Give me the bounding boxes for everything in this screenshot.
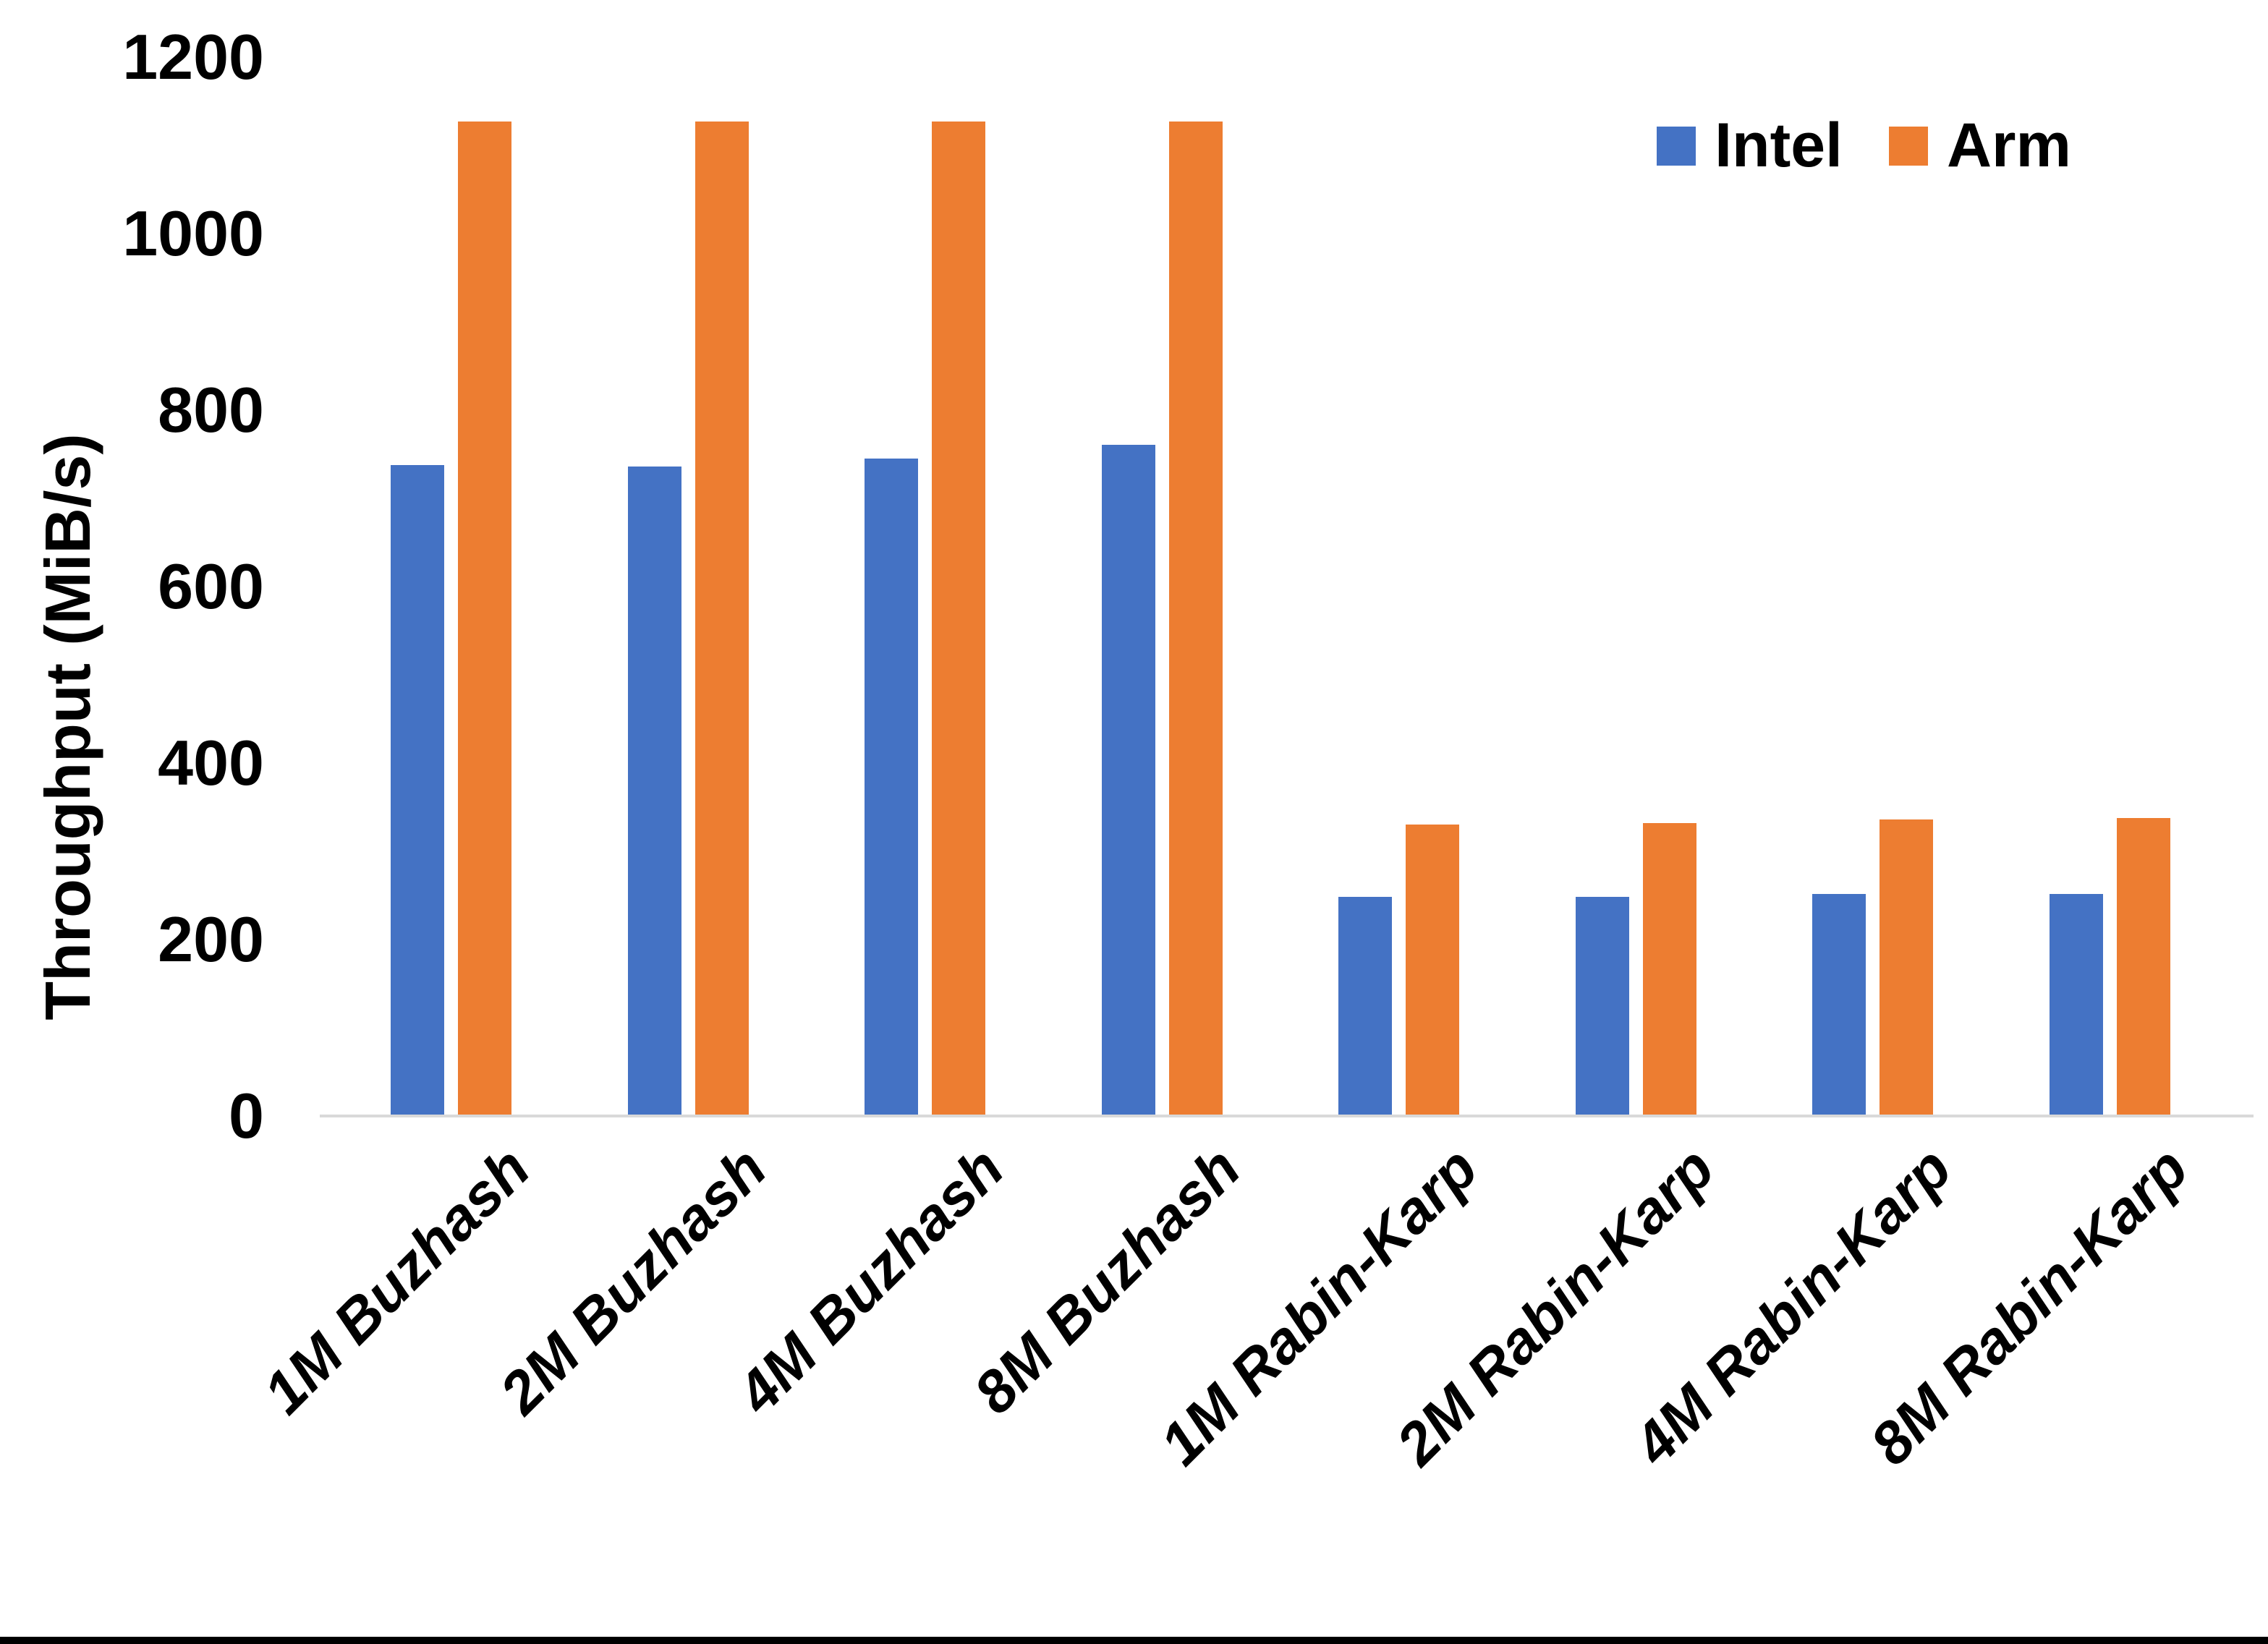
bar-pair xyxy=(1338,57,1460,1116)
bar-arm xyxy=(1642,822,1696,1116)
legend-item-intel: Intel xyxy=(1657,110,1843,182)
legend-swatch-arm xyxy=(1888,126,1928,166)
bar-pair xyxy=(2049,57,2170,1116)
y-axis-tick-labels: 0 200 400 600 800 1000 1200 xyxy=(0,25,264,1148)
bar-pair xyxy=(627,57,749,1116)
bar-intel xyxy=(1575,897,1629,1116)
bar-arm xyxy=(458,122,512,1116)
legend-swatch-intel xyxy=(1657,126,1696,166)
bar-pair xyxy=(1101,57,1223,1116)
category-cluster: 1M Rabin-Karp xyxy=(1147,57,1518,1478)
bar-pair xyxy=(391,57,512,1116)
bar-pair xyxy=(1812,57,1934,1116)
bar-arm xyxy=(1406,825,1460,1116)
bar-intel xyxy=(1338,897,1393,1116)
bars-container: 1M Buzhash 2M Buzhash 4M Buzhash 8M Buzhash… xyxy=(251,57,2229,1478)
bar-intel xyxy=(2049,893,2103,1116)
y-tick-label: 1000 xyxy=(122,197,264,269)
x-tick-label: 4M Buzhash xyxy=(724,1135,1016,1427)
x-tick-label: 4M Rabin-Karp xyxy=(1621,1135,1964,1478)
bar-pair xyxy=(865,57,986,1116)
y-tick-label: 400 xyxy=(158,727,264,798)
bar-intel xyxy=(1812,893,1866,1116)
bar-arm xyxy=(932,122,986,1116)
chart-legend: Intel Arm xyxy=(1657,110,2071,182)
x-tick-label: 8M Rabin-Karp xyxy=(1858,1135,2201,1478)
y-tick-label: 800 xyxy=(158,374,264,446)
legend-label-intel: Intel xyxy=(1715,111,1843,180)
category-cluster: 8M Buzhash xyxy=(961,57,1281,1426)
bar-arm xyxy=(2116,817,2170,1116)
bar-intel xyxy=(1101,444,1155,1116)
bar-intel xyxy=(865,459,919,1116)
category-cluster: 4M Buzhash xyxy=(725,57,1044,1426)
category-cluster: 4M Rabin-Karp xyxy=(1621,57,1992,1478)
category-cluster: 2M Rabin-Karp xyxy=(1385,57,1755,1478)
bar-intel xyxy=(627,467,681,1116)
bar-arm xyxy=(1168,122,1223,1116)
plot-area: 0 200 400 600 800 1000 1200 1M Buzhash 2M Buzha… xyxy=(122,25,2254,1478)
bar-intel xyxy=(391,464,445,1116)
bar-arm xyxy=(1880,819,1934,1116)
category-cluster: 2M Buzhash xyxy=(488,57,807,1426)
x-tick-label: 1M Buzhash xyxy=(250,1135,543,1427)
y-tick-label: 0 xyxy=(229,1080,264,1151)
x-axis-line xyxy=(320,1115,2254,1117)
x-tick-label: 2M Rabin-Karp xyxy=(1384,1135,1728,1478)
category-cluster: 8M Rabin-Karp xyxy=(1859,57,2229,1478)
bottom-border xyxy=(0,1637,2268,1644)
bar-pair xyxy=(1575,57,1696,1116)
legend-item-arm: Arm xyxy=(1888,110,2071,182)
bar-arm xyxy=(695,122,749,1116)
y-tick-label: 200 xyxy=(158,903,264,975)
x-tick-label: 1M Rabin-Karp xyxy=(1147,1135,1490,1478)
legend-label-arm: Arm xyxy=(1946,111,2071,180)
category-cluster: 1M Buzhash xyxy=(251,57,570,1426)
y-tick-label: 600 xyxy=(158,550,264,622)
y-tick-label: 1200 xyxy=(122,21,264,93)
x-tick-label: 8M Buzhash xyxy=(961,1135,1254,1427)
x-tick-label: 2M Buzhash xyxy=(488,1135,780,1427)
